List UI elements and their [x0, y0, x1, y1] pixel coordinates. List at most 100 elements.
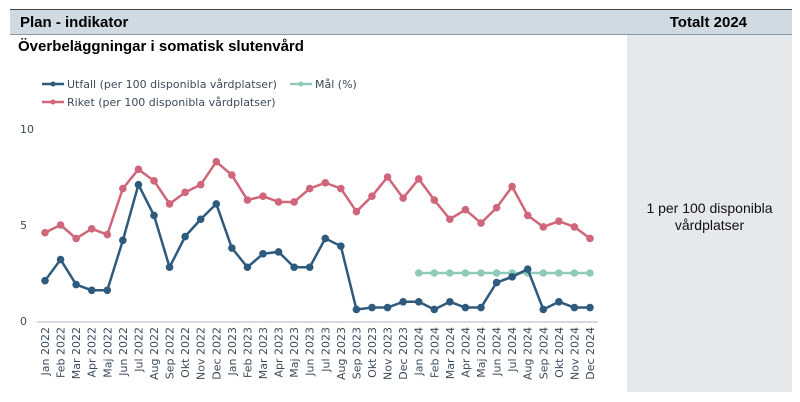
data-point[interactable]	[119, 236, 127, 245]
data-point[interactable]	[399, 194, 407, 202]
data-point[interactable]	[430, 305, 439, 314]
data-point[interactable]	[150, 177, 158, 185]
data-point[interactable]	[259, 250, 267, 258]
data-point[interactable]	[523, 265, 532, 273]
data-point[interactable]	[41, 276, 49, 285]
data-point[interactable]	[337, 242, 345, 250]
data-point[interactable]	[508, 182, 516, 191]
data-point[interactable]	[56, 255, 65, 264]
data-point[interactable]	[321, 178, 330, 187]
data-point[interactable]	[56, 221, 65, 229]
data-point[interactable]	[72, 234, 80, 243]
data-point[interactable]	[87, 286, 96, 295]
data-point[interactable]	[399, 298, 407, 306]
data-point[interactable]	[414, 175, 423, 183]
data-point[interactable]	[586, 303, 594, 312]
y-tick-label: 10	[20, 123, 34, 136]
line-chart: Utfall (per 100 disponibla vårdplatser) …	[20, 78, 598, 380]
data-point[interactable]	[586, 234, 594, 243]
data-point[interactable]	[414, 298, 423, 306]
data-point[interactable]	[539, 305, 548, 314]
data-point[interactable]	[555, 269, 563, 277]
data-point[interactable]	[243, 263, 252, 272]
data-point[interactable]	[446, 298, 454, 306]
data-point[interactable]	[274, 248, 283, 256]
data-point[interactable]	[492, 269, 501, 277]
data-point[interactable]	[461, 205, 470, 214]
x-tick-label: Sep 2024	[537, 327, 550, 379]
data-point[interactable]	[134, 180, 143, 189]
x-tick-label: Jun 2023	[304, 327, 317, 377]
total-value: 1 per 100 disponibla vårdplatser	[646, 200, 773, 233]
x-tick-label: Maj 2022	[101, 327, 114, 378]
data-point[interactable]	[477, 219, 485, 227]
x-tick-label: Jan 2024	[413, 327, 426, 376]
x-tick-label: Nov 2024	[568, 327, 581, 380]
data-point[interactable]	[570, 269, 579, 277]
data-point[interactable]	[321, 234, 330, 243]
data-point[interactable]	[446, 269, 454, 277]
data-point[interactable]	[477, 269, 485, 277]
data-point[interactable]	[41, 228, 49, 237]
x-tick-label: Feb 2023	[241, 327, 254, 378]
data-point[interactable]	[259, 192, 267, 200]
data-point[interactable]	[555, 217, 563, 225]
data-point[interactable]	[290, 263, 298, 272]
data-point[interactable]	[165, 263, 174, 272]
data-point[interactable]	[383, 173, 392, 181]
data-point[interactable]	[134, 165, 143, 174]
data-point[interactable]	[212, 157, 221, 166]
data-point[interactable]	[181, 232, 189, 241]
legend-item-utfall[interactable]: Utfall (per 100 disponibla vårdplatser)	[42, 78, 277, 91]
data-point[interactable]	[103, 230, 112, 239]
x-tick-label: Jan 2023	[226, 327, 239, 376]
data-point[interactable]	[539, 223, 548, 231]
data-point[interactable]	[290, 198, 298, 206]
data-point[interactable]	[492, 203, 501, 212]
data-point[interactable]	[477, 303, 485, 312]
data-point[interactable]	[523, 211, 532, 220]
x-tick-label: Aug 2024	[522, 327, 535, 380]
data-point[interactable]	[305, 184, 314, 193]
data-point[interactable]	[446, 215, 454, 224]
x-tick-label: Feb 2022	[55, 327, 68, 378]
data-point[interactable]	[414, 269, 423, 277]
data-point[interactable]	[586, 269, 594, 277]
data-point[interactable]	[103, 286, 112, 295]
x-tick-label: Sep 2023	[350, 327, 363, 379]
data-point[interactable]	[508, 273, 516, 281]
legend-item-riket[interactable]: Riket (per 100 disponibla vårdplatser)	[42, 96, 276, 109]
data-point[interactable]	[196, 215, 205, 224]
data-point[interactable]	[570, 223, 579, 231]
data-point[interactable]	[570, 303, 579, 312]
data-point[interactable]	[461, 303, 470, 312]
data-point[interactable]	[352, 305, 361, 314]
data-point[interactable]	[555, 298, 563, 306]
data-point[interactable]	[243, 196, 252, 204]
data-point[interactable]	[165, 200, 174, 208]
data-point[interactable]	[228, 244, 236, 252]
x-tick-label: Aug 2023	[335, 327, 348, 380]
data-point[interactable]	[430, 196, 439, 204]
data-point[interactable]	[72, 280, 80, 289]
data-point[interactable]	[383, 303, 392, 312]
data-point[interactable]	[196, 180, 205, 189]
data-point[interactable]	[368, 192, 376, 200]
data-point[interactable]	[368, 303, 376, 312]
data-point[interactable]	[87, 225, 96, 233]
data-point[interactable]	[461, 269, 470, 277]
data-point[interactable]	[539, 269, 548, 277]
data-point[interactable]	[119, 184, 127, 193]
data-point[interactable]	[352, 207, 361, 216]
data-point[interactable]	[228, 171, 236, 179]
data-point[interactable]	[305, 263, 314, 272]
data-point[interactable]	[274, 198, 283, 206]
data-point[interactable]	[150, 211, 158, 220]
x-tick-label: Jul 2023	[319, 327, 332, 373]
legend-item-mal[interactable]: Mål (%)	[290, 78, 357, 91]
data-point[interactable]	[492, 278, 501, 287]
data-point[interactable]	[430, 269, 439, 277]
data-point[interactable]	[212, 200, 221, 208]
data-point[interactable]	[181, 188, 189, 197]
data-point[interactable]	[337, 184, 345, 193]
